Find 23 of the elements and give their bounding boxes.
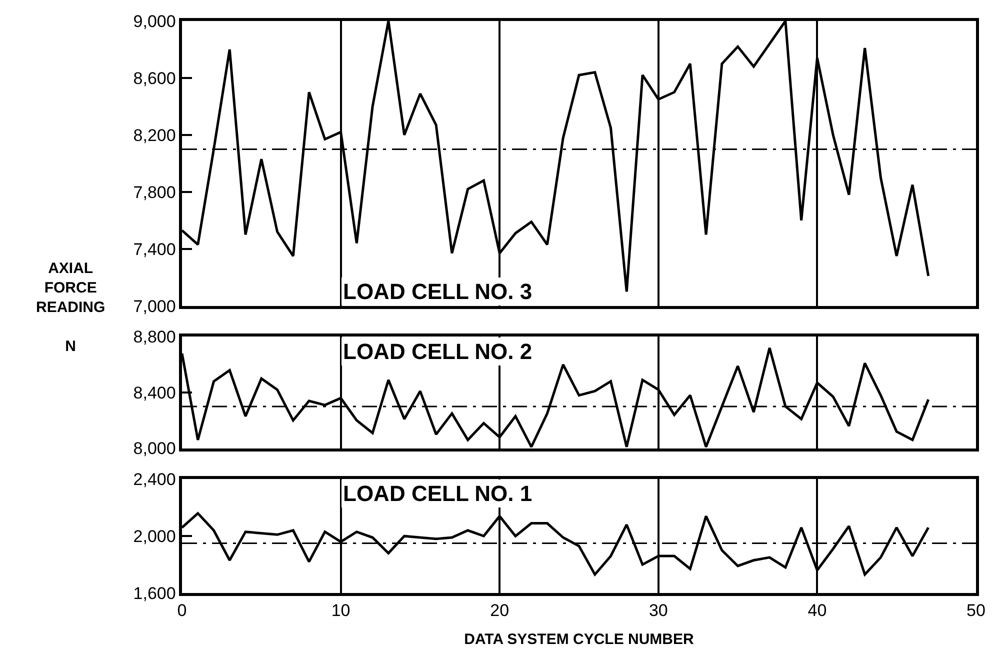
y-tick-label: 7,800 bbox=[133, 182, 176, 202]
y-tick-label: 9,000 bbox=[133, 12, 176, 31]
x-tick-label: 20 bbox=[490, 601, 510, 620]
x-tick-label: 40 bbox=[808, 601, 827, 620]
text: AXIAL FORCE READING N bbox=[36, 260, 106, 355]
y-tick-label: 8,200 bbox=[133, 126, 176, 145]
y-tick-label: 8,600 bbox=[133, 68, 176, 88]
x-tick-label: 50 bbox=[966, 601, 986, 620]
y-tick-label: 1,600 bbox=[133, 584, 176, 603]
y-tick-label: 8,000 bbox=[133, 439, 176, 458]
y-tick-label: 2,400 bbox=[133, 470, 176, 490]
x-tick-label: 0 bbox=[177, 601, 187, 620]
y-tick-label: 7,000 bbox=[133, 296, 176, 316]
x-tick-label: 10 bbox=[331, 601, 350, 620]
series-label: LOAD CELL NO. 2 bbox=[343, 339, 532, 364]
y-tick-label: 8,400 bbox=[133, 383, 176, 402]
y-tick-label: 7,400 bbox=[133, 240, 176, 259]
x-axis-title: DATA SYSTEM CYCLE NUMBER bbox=[464, 631, 694, 648]
y-tick-label: 2,000 bbox=[133, 527, 176, 546]
series-label: LOAD CELL NO. 3 bbox=[343, 279, 532, 304]
y-tick-label: 8,800 bbox=[133, 328, 176, 347]
series-label: LOAD CELL NO. 1 bbox=[343, 481, 532, 506]
x-tick-label: 30 bbox=[648, 601, 668, 620]
